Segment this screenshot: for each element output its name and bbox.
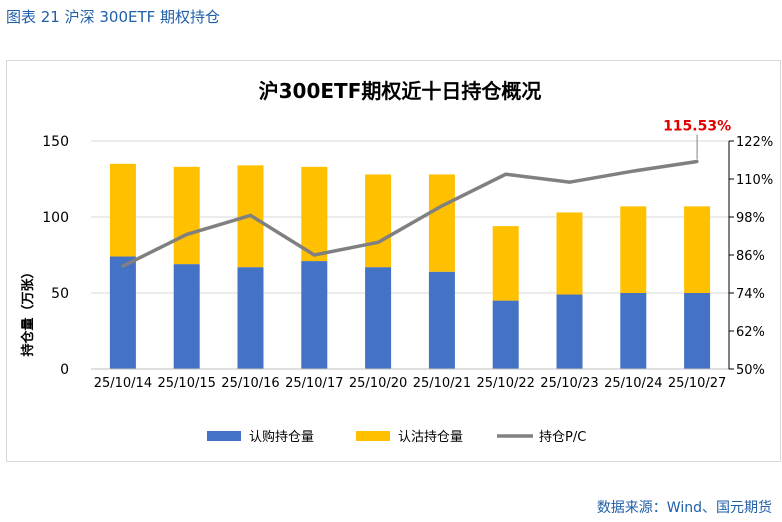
y2-tick-label: 62% [736, 325, 765, 340]
bar-call [428, 271, 455, 369]
pc-point [185, 232, 189, 236]
pc-point [504, 172, 508, 176]
x-tick-label: 25/10/24 [604, 376, 662, 391]
y-tick-label: 0 [60, 362, 69, 378]
x-tick-label: 25/10/23 [540, 376, 598, 391]
pc-last-label: 115.53% [663, 118, 731, 134]
pc-point [695, 159, 699, 163]
pc-point [312, 253, 316, 257]
y-axis-label: 持仓量（万张） [20, 265, 36, 356]
bar-call [173, 264, 200, 369]
chart-frame: 沪300ETF期权近十日持仓概况 持仓量（万张） 115.53% 0 50 100 1… [6, 60, 781, 462]
bar-call [109, 256, 136, 369]
bar-call [301, 261, 328, 369]
y2-tick-label: 110% [736, 173, 773, 188]
pc-point [376, 240, 380, 244]
pc-point [568, 180, 571, 184]
x-tick-label: 25/10/16 [221, 376, 279, 391]
pc-point [440, 204, 444, 208]
legend: 认购持仓量 认沽持仓量 持仓P/C [207, 429, 586, 445]
bar-put [365, 174, 392, 268]
y2-tick-label: 98% [736, 211, 765, 226]
legend-label: 持仓P/C [539, 430, 586, 445]
chart-title: 沪300ETF期权近十日持仓概况 [259, 79, 542, 103]
bar-put [492, 226, 519, 301]
legend-label: 认购持仓量 [249, 429, 314, 445]
bar-call [492, 300, 519, 369]
y-tick-label: 100 [42, 210, 69, 226]
axes: 0 50 100 150 50% 62% 74% 86% 98% 110% 122% 25/10/14… [42, 134, 773, 391]
bar-put [428, 174, 455, 272]
y-tick-label: 50 [51, 286, 69, 302]
bar-call [365, 267, 392, 369]
y2-tick-label: 122% [736, 135, 773, 150]
x-tick-label: 25/10/20 [349, 376, 407, 391]
x-tick-label: 25/10/21 [413, 376, 471, 391]
source-note: 数据来源：Wind、国元期货 [596, 500, 772, 516]
bar-put [556, 212, 583, 295]
x-tick-label: 25/10/14 [94, 376, 152, 391]
y2-tick-label: 86% [736, 249, 765, 264]
bar-put [684, 206, 711, 293]
pc-point [631, 169, 635, 173]
legend-swatch [207, 431, 241, 441]
bar-put [173, 166, 200, 265]
bar-call [556, 294, 583, 369]
pc-series-line [122, 159, 698, 268]
y2-tick-label: 74% [736, 287, 765, 302]
x-tick-label: 25/10/15 [158, 376, 216, 391]
bar-call [684, 293, 711, 369]
legend-label: 认沽持仓量 [398, 430, 463, 445]
legend-swatch [356, 431, 390, 441]
pc-point [249, 213, 252, 217]
bars [109, 163, 711, 369]
bar-put [109, 163, 136, 257]
bar-put [301, 166, 328, 262]
bar-put [620, 206, 647, 293]
y2-tick-label: 50% [736, 363, 765, 378]
pc-point [121, 264, 125, 268]
y-tick-label: 150 [42, 134, 69, 150]
bar-call [620, 293, 647, 369]
figure-title: 图表 21 沪深 300ETF 期权持仓 [6, 8, 221, 26]
pc-line: 115.53% [121, 118, 731, 268]
x-tick-label: 25/10/17 [285, 376, 343, 391]
x-tick-label: 25/10/22 [477, 376, 535, 391]
bar-call [237, 267, 264, 369]
x-tick-label: 25/10/27 [668, 376, 726, 391]
chart-svg: 沪300ETF期权近十日持仓概况 持仓量（万张） 115.53% 0 50 100 1… [20, 79, 773, 445]
